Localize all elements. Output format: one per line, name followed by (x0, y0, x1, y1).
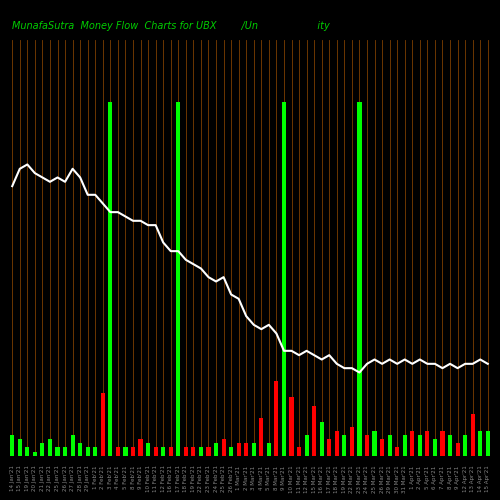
Bar (388, 435, 392, 456)
Bar (161, 448, 166, 456)
Bar (486, 430, 490, 456)
Text: MunafaSutra  Money Flow  Charts for UBX        /Un                   ity: MunafaSutra Money Flow Charts for UBX /U… (12, 22, 330, 32)
Bar (448, 435, 452, 456)
Bar (426, 430, 430, 456)
Bar (48, 439, 52, 456)
Bar (176, 102, 180, 456)
Bar (350, 426, 354, 456)
Bar (168, 448, 173, 456)
Bar (93, 448, 98, 456)
Bar (199, 448, 203, 456)
Bar (320, 422, 324, 456)
Bar (259, 418, 264, 456)
Bar (206, 448, 210, 456)
Bar (402, 435, 407, 456)
Bar (86, 448, 90, 456)
Bar (380, 439, 384, 456)
Bar (184, 448, 188, 456)
Bar (456, 443, 460, 456)
Bar (470, 414, 475, 456)
Bar (138, 439, 142, 456)
Bar (290, 398, 294, 456)
Bar (395, 448, 400, 456)
Bar (192, 448, 196, 456)
Bar (342, 435, 346, 456)
Bar (25, 448, 29, 456)
Bar (358, 102, 362, 456)
Bar (236, 443, 241, 456)
Bar (116, 448, 120, 456)
Bar (63, 448, 67, 456)
Bar (334, 430, 339, 456)
Bar (229, 448, 233, 456)
Bar (214, 443, 218, 456)
Bar (10, 435, 14, 456)
Bar (478, 430, 482, 456)
Bar (282, 102, 286, 456)
Bar (463, 435, 467, 456)
Bar (327, 439, 332, 456)
Bar (56, 448, 60, 456)
Bar (274, 381, 278, 456)
Bar (410, 430, 414, 456)
Bar (100, 394, 105, 456)
Bar (78, 443, 82, 456)
Bar (372, 430, 376, 456)
Bar (297, 448, 301, 456)
Bar (154, 448, 158, 456)
Bar (70, 435, 74, 456)
Bar (124, 448, 128, 456)
Bar (418, 435, 422, 456)
Bar (244, 443, 248, 456)
Bar (365, 435, 369, 456)
Bar (312, 406, 316, 456)
Bar (40, 443, 44, 456)
Bar (33, 452, 37, 456)
Bar (252, 443, 256, 456)
Bar (108, 102, 112, 456)
Bar (304, 435, 308, 456)
Bar (146, 443, 150, 456)
Bar (222, 439, 226, 456)
Bar (440, 430, 444, 456)
Bar (267, 443, 271, 456)
Bar (18, 439, 22, 456)
Bar (131, 448, 135, 456)
Bar (433, 439, 437, 456)
